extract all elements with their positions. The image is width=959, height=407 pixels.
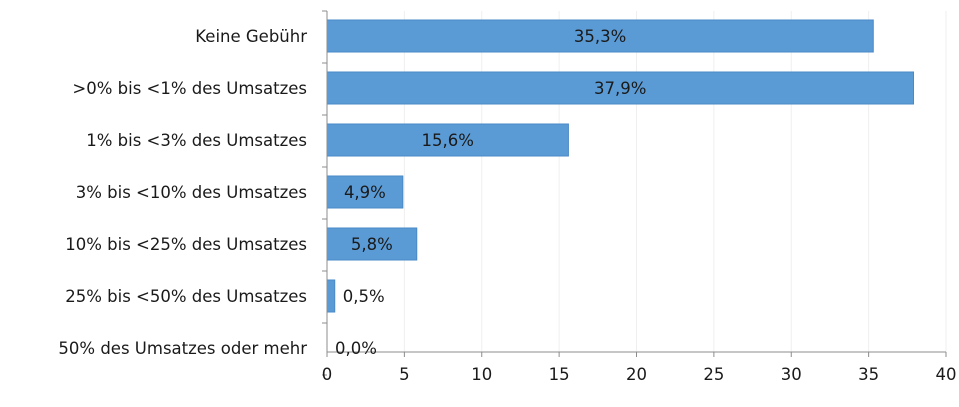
bar-5 — [326, 279, 336, 313]
bar-4 — [326, 227, 418, 261]
axes — [322, 10, 947, 376]
category-label-6: 50% des Umsatzes oder mehr — [58, 339, 307, 358]
category-label-3: 3% bis <10% des Umsatzes — [76, 183, 307, 202]
data-label-4: 5,8% — [351, 235, 393, 254]
data-label-5: 0,5% — [343, 287, 385, 306]
x-tick-label-7: 35 — [858, 365, 879, 384]
x-tick-label-6: 30 — [781, 365, 802, 384]
category-label-4: 10% bis <25% des Umsatzes — [65, 235, 307, 254]
gridlines — [403, 11, 947, 352]
data-label-2: 15,6% — [421, 131, 473, 150]
x-tick-label-0: 0 — [322, 365, 333, 384]
x-tick-label-5: 25 — [703, 365, 724, 384]
x-tick-label-1: 5 — [399, 365, 410, 384]
data-label-6: 0,0% — [335, 339, 377, 358]
category-label-2: 1% bis <3% des Umsatzes — [86, 131, 307, 150]
bar-2 — [326, 123, 569, 157]
x-tick-label-3: 15 — [549, 365, 570, 384]
x-tick-label-4: 20 — [626, 365, 647, 384]
data-label-3: 4,9% — [344, 183, 386, 202]
bar-3 — [326, 175, 404, 209]
x-tick-label-8: 40 — [936, 365, 957, 384]
x-tick-label-2: 10 — [471, 365, 492, 384]
bars — [326, 19, 915, 313]
category-label-0: Keine Gebühr — [195, 27, 307, 46]
bar-1 — [326, 71, 915, 105]
data-label-0: 35,3% — [574, 27, 626, 46]
category-label-5: 25% bis <50% des Umsatzes — [65, 287, 307, 306]
category-label-1: >0% bis <1% des Umsatzes — [72, 79, 307, 98]
data-label-1: 37,9% — [594, 79, 646, 98]
labels: 0 5 10 15 20 25 30 35 40 Keine Gebühr 35,3% >0% bis… — [58, 27, 956, 384]
